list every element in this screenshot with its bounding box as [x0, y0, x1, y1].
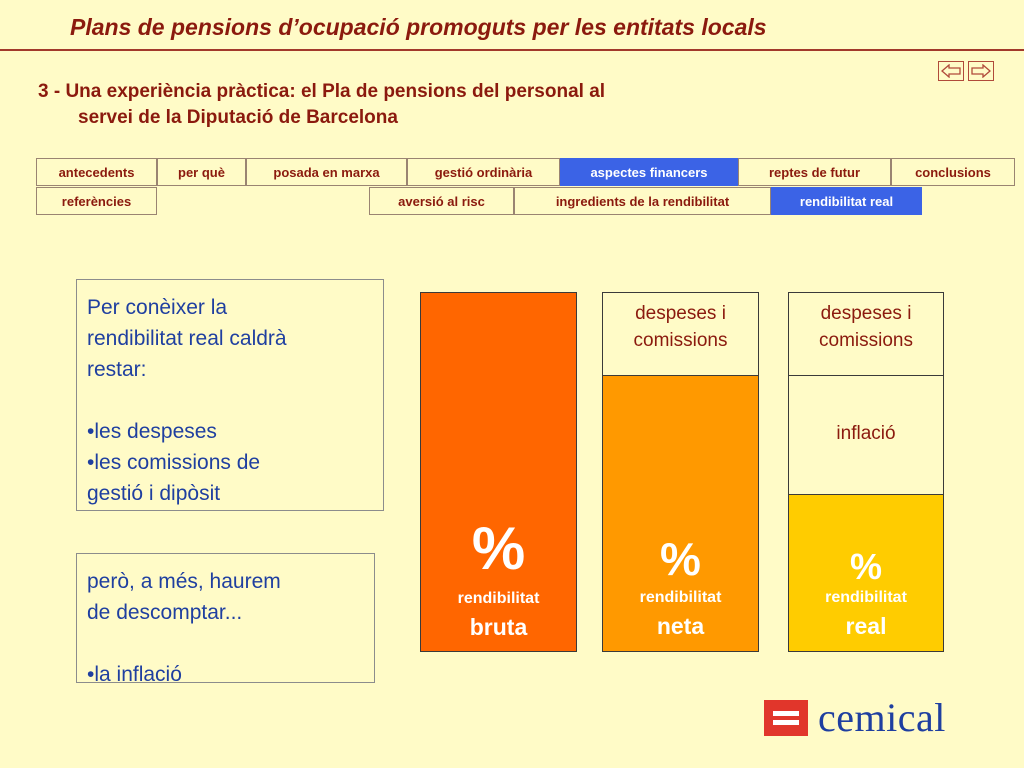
bar-sublabel: rendibilitat [825, 589, 907, 606]
tab-conclusions[interactable]: conclusions [891, 158, 1015, 186]
segment-real: % rendibilitat real [789, 495, 943, 651]
bullet-item: •les comissions de [87, 451, 261, 474]
section-title-line2: servei de la Diputació de Barcelona [78, 107, 398, 128]
segment-label: comissions [633, 330, 728, 351]
logo-wordmark: cemical [818, 695, 946, 740]
arrow-right-icon[interactable] [968, 61, 994, 81]
tab-aspectes-financers[interactable]: aspectes financers [560, 158, 738, 186]
inflation-line: però, a més, haurem [87, 570, 281, 593]
segment-despeses: despeses i comissions [603, 293, 758, 376]
tab-referencies[interactable]: referències [36, 187, 157, 215]
explanation-box: Per conèixer la rendibilitat real caldrà… [76, 279, 384, 511]
segment-label: inflació [836, 423, 896, 444]
tab-antecedents[interactable]: antecedents [36, 158, 157, 186]
explanation-line: restar: [87, 358, 147, 381]
slide-navigation [938, 61, 994, 81]
title-divider [0, 49, 1024, 51]
tab-gestio-ordinaria[interactable]: gestió ordinària [407, 158, 560, 186]
bar-label: bruta [469, 614, 528, 640]
tab-reptes-de-futur[interactable]: reptes de futur [738, 158, 891, 186]
segment-despeses: despeses i comissions [789, 293, 943, 376]
segment-label: comissions [819, 330, 913, 351]
tab-per-que[interactable]: per què [157, 158, 246, 186]
explanation-line: Per conèixer la [87, 296, 228, 319]
segment-neta: % rendibilitat neta [603, 376, 758, 651]
tab-aversio-al-risc[interactable]: aversió al risc [369, 187, 514, 215]
bullet-item: gestió i dipòsit [87, 482, 221, 505]
percent-symbol: % [660, 533, 701, 585]
segment-label: despeses i [820, 303, 912, 324]
section-title: 3 - Una experiència pràctica: el Pla de … [38, 79, 878, 131]
tab-ingredients-rendibilitat[interactable]: ingredients de la rendibilitat [514, 187, 771, 215]
percent-symbol: % [849, 546, 882, 587]
page-title: Plans de pensions d’ocupació promoguts p… [70, 14, 767, 40]
segment-inflacio: inflació [789, 376, 943, 495]
bar-label: real [845, 613, 887, 639]
section-title-line1: 3 - Una experiència pràctica: el Pla de … [38, 81, 606, 102]
bullet-item: •la inflació [87, 663, 182, 686]
bar-label: neta [656, 613, 705, 639]
bar-sublabel: rendibilitat [639, 589, 722, 606]
bar-rendibilitat-bruta: % rendibilitat bruta [420, 292, 577, 652]
bar-rendibilitat-neta: despeses i comissions % rendibilitat net… [602, 292, 759, 652]
arrow-left-icon[interactable] [938, 61, 964, 81]
equals-logo-icon [764, 700, 808, 736]
tab-rendibilitat-real[interactable]: rendibilitat real [771, 187, 922, 215]
segment-label: despeses i [635, 303, 726, 324]
percent-symbol: % [471, 515, 526, 582]
explanation-line: rendibilitat real caldrà [87, 327, 287, 350]
tab-posada-en-marxa[interactable]: posada en marxa [246, 158, 407, 186]
bar-sublabel: rendibilitat [457, 590, 540, 607]
cemical-logo: cemical [764, 695, 946, 740]
bar-rendibilitat-real: despeses i comissions inflació % rendibi… [788, 292, 944, 652]
inflation-line: de descomptar... [87, 601, 243, 624]
bullet-item: •les despeses [87, 420, 217, 443]
inflation-box: però, a més, haurem de descomptar... •la… [76, 553, 375, 686]
